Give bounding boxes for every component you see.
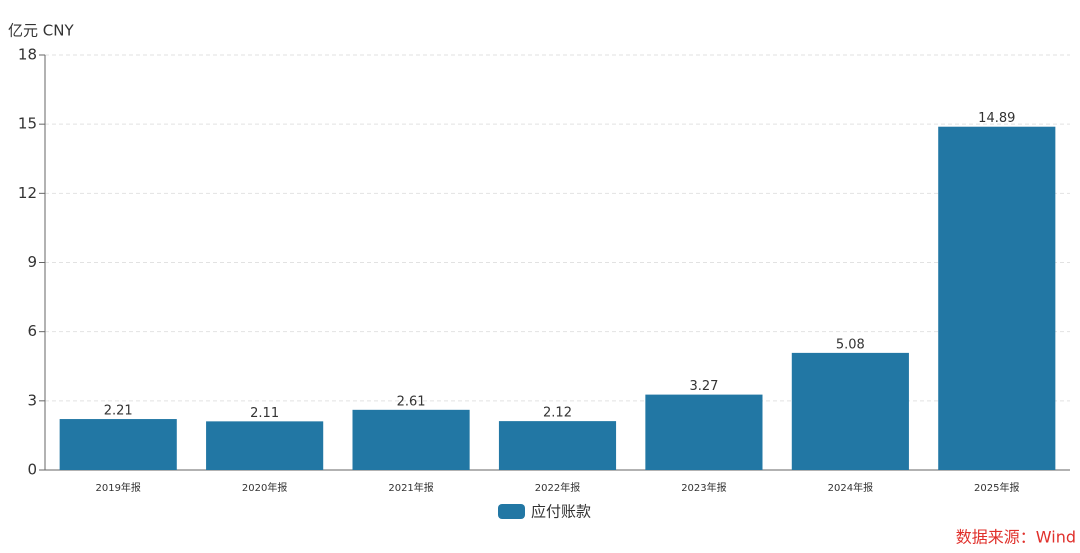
y-tick-label: 9 <box>27 253 37 271</box>
x-tick-label: 2022年报 <box>535 481 580 494</box>
data-label: 14.89 <box>978 111 1015 126</box>
bar <box>645 394 763 470</box>
x-tick-label: 2020年报 <box>242 481 287 494</box>
data-label: 2.11 <box>250 406 279 421</box>
data-label: 2.61 <box>397 394 426 409</box>
data-label: 3.27 <box>689 379 718 394</box>
bar <box>206 421 324 470</box>
y-tick-label: 6 <box>27 322 37 340</box>
x-tick-label: 2019年报 <box>95 481 140 494</box>
source: 数据来源：Wind <box>956 528 1076 547</box>
y-tick-label: 3 <box>27 391 37 409</box>
y-tick-label: 15 <box>18 115 37 133</box>
x-tick-label: 2021年报 <box>388 481 433 494</box>
x-tick-label: 2025年报 <box>974 481 1019 494</box>
legend-label: 应付账款 <box>531 503 591 521</box>
legend-swatch <box>498 504 525 519</box>
x-tick-label: 2023年报 <box>681 481 726 494</box>
y-axis-label: 亿元 CNY <box>8 22 74 40</box>
bar <box>938 126 1056 471</box>
y-tick-label: 18 <box>18 46 37 64</box>
bar <box>59 419 177 470</box>
y-tick-label: 12 <box>18 184 37 202</box>
y-tick-label: 0 <box>27 461 37 479</box>
x-tick-label: 2024年报 <box>828 481 873 494</box>
data-label: 2.12 <box>543 406 572 421</box>
bar <box>352 409 470 470</box>
data-label: 2.21 <box>104 404 133 419</box>
data-label: 5.08 <box>836 337 865 352</box>
bar <box>498 421 617 470</box>
bar <box>791 352 909 470</box>
